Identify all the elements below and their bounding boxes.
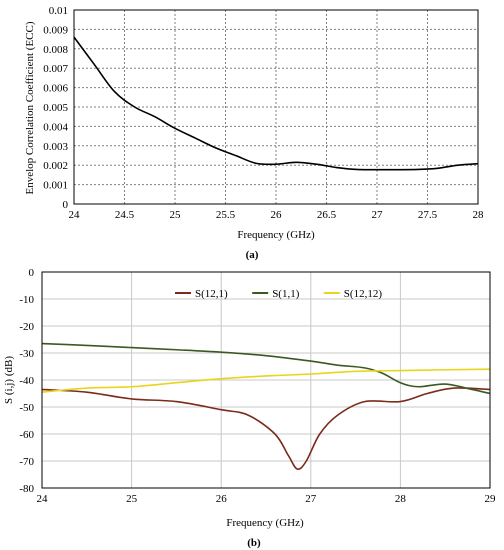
- chart-b-y-axis-label: S (i,j) (dB): [3, 356, 15, 404]
- chart-a-x-tick-label: 24: [69, 209, 81, 221]
- chart-b-series-line-1: [41, 342, 491, 395]
- chart-a-y-tick-label: 0.001: [43, 180, 68, 192]
- chart-a-y-tick-label: 0: [63, 199, 69, 211]
- chart-b-y-tick-label: -40: [19, 375, 34, 387]
- chart-b-x-tick-label: 29: [485, 493, 497, 505]
- chart-b-series-line-0: [41, 387, 491, 471]
- chart-b-x-ticks: 24 25 26 27 28 29: [37, 493, 497, 505]
- chart-a-x-tick-label: 27: [372, 209, 384, 221]
- chart-a-series: [73, 36, 479, 171]
- chart-b-y-tick-label: -10: [19, 294, 34, 306]
- chart-b-legend: S(12,1) S(1,1) S(12,12): [175, 288, 382, 300]
- chart-b-y-tick-label: -50: [19, 402, 34, 414]
- chart-a-grid: [73, 9, 479, 205]
- chart-a-series-line: [73, 36, 479, 171]
- chart-b-y-tick-label: -20: [19, 321, 34, 333]
- chart-b-caption: (b): [247, 537, 261, 549]
- chart-b-y-tick-label: -80: [19, 483, 34, 495]
- chart-a-x-tick-label: 25.5: [216, 209, 236, 221]
- chart-b-y-tick-label: -30: [19, 348, 34, 360]
- chart-b-x-axis-label: Frequency (GHz): [226, 517, 304, 529]
- chart-b-legend-label: S(12,1): [195, 288, 228, 300]
- chart-a-y-tick-label: 0.01: [49, 5, 68, 17]
- chart-a-y-axis-label: Envelop Correlation Coefficient (ECC): [24, 21, 36, 194]
- chart-a-y-tick-label: 0.002: [43, 160, 68, 172]
- chart-a-x-ticks: 24 24.5 25 25.5 26 26.5 27 27.5 28: [69, 209, 485, 221]
- chart-b-x-tick-label: 24: [37, 493, 49, 505]
- chart-a-x-tick-label: 25: [170, 209, 182, 221]
- chart-a-y-tick-label: 0.004: [43, 121, 68, 133]
- chart-b: 24 25 26 27 28 29 0 -10 -20 -30 -40 -50 -60 -70 -80 S…: [3, 267, 496, 549]
- chart-a-y-tick-label: 0.005: [43, 102, 68, 114]
- chart-b-y-tick-label: -70: [19, 456, 34, 468]
- chart-a-x-tick-label: 26.5: [317, 209, 337, 221]
- chart-b-series-line-2: [41, 368, 491, 393]
- chart-b-x-tick-label: 26: [216, 493, 228, 505]
- chart-b-legend-label: S(12,12): [344, 288, 383, 300]
- chart-b-legend-label: S(1,1): [272, 288, 300, 300]
- chart-b-x-tick-label: 27: [305, 493, 317, 505]
- chart-a-x-tick-label: 26: [271, 209, 283, 221]
- chart-b-series: [41, 342, 491, 471]
- chart-b-grid: [41, 271, 491, 489]
- chart-a-x-axis-label: Frequency (GHz): [237, 229, 315, 241]
- chart-a-y-tick-label: 0.008: [43, 44, 68, 56]
- chart-b-x-tick-label: 28: [395, 493, 407, 505]
- chart-a-plot-frame: [73, 9, 479, 205]
- chart-b-y-ticks: 0 -10 -20 -30 -40 -50 -60 -70 -80: [19, 267, 34, 495]
- chart-a-x-tick-label: 28: [473, 209, 485, 221]
- chart-b-y-tick-label: -60: [19, 429, 34, 441]
- chart-b-y-tick-label: 0: [29, 267, 35, 279]
- chart-a-y-tick-label: 0.003: [43, 141, 68, 153]
- chart-a-y-tick-label: 0.006: [43, 83, 68, 95]
- chart-a-y-ticks: 0 0.001 0.002 0.003 0.004 0.005 0.006 0.007 0.00…: [43, 5, 68, 211]
- chart-a-y-tick-label: 0.007: [43, 63, 68, 75]
- chart-a-x-tick-label: 24.5: [115, 209, 135, 221]
- chart-a-y-tick-label: 0.009: [43, 24, 68, 36]
- chart-a-x-tick-label: 27.5: [418, 209, 438, 221]
- chart-b-plot-frame: [41, 271, 491, 489]
- chart-a-caption: (a): [246, 249, 259, 261]
- chart-b-x-tick-label: 25: [126, 493, 138, 505]
- chart-a: 24 24.5 25 25.5 26 26.5 27 27.5 28 0 0.001 0.002 0.…: [24, 5, 484, 261]
